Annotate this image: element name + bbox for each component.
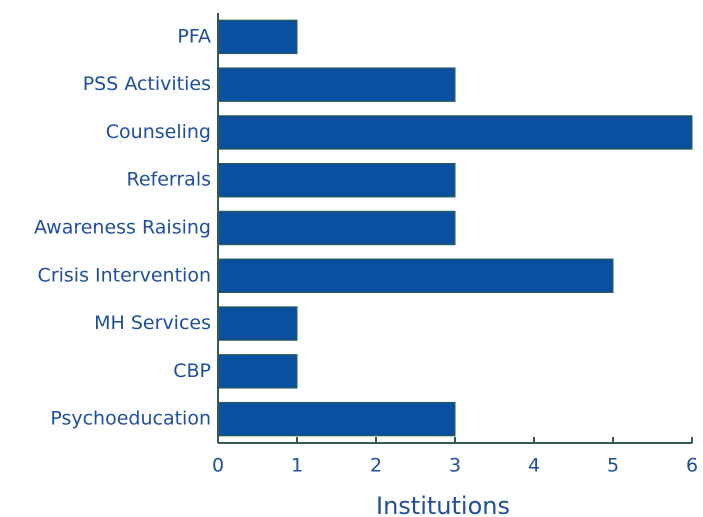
y-tick-label: Awareness Raising <box>34 217 211 239</box>
bar <box>217 19 298 55</box>
bar <box>217 210 456 246</box>
x-tick-label: 3 <box>449 455 461 477</box>
bar <box>217 258 614 293</box>
bar <box>217 115 693 150</box>
bar <box>217 67 456 102</box>
y-tick-label: CBP <box>173 360 211 382</box>
y-tick-label: PSS Activities <box>83 73 211 95</box>
x-tick-label: 1 <box>291 455 303 477</box>
x-axis-label: Institutions <box>376 492 510 517</box>
x-tick-label: 4 <box>528 455 540 477</box>
x-tick-label: 2 <box>370 455 382 477</box>
y-tick-label: Counseling <box>106 121 211 143</box>
y-tick-label: Crisis Intervention <box>38 264 211 286</box>
x-tick-label: 5 <box>607 455 619 477</box>
x-tick-label: 6 <box>686 455 698 477</box>
y-tick-label: PFA <box>177 25 211 47</box>
y-tick-label: Referrals <box>126 169 211 191</box>
bar <box>217 354 298 389</box>
y-tick-label: MH Services <box>94 312 211 334</box>
x-tick-label: 0 <box>212 455 224 477</box>
bar <box>217 163 456 198</box>
bar <box>217 306 298 341</box>
y-tick-label: Psychoeducation <box>50 408 211 430</box>
bar <box>217 401 456 437</box>
